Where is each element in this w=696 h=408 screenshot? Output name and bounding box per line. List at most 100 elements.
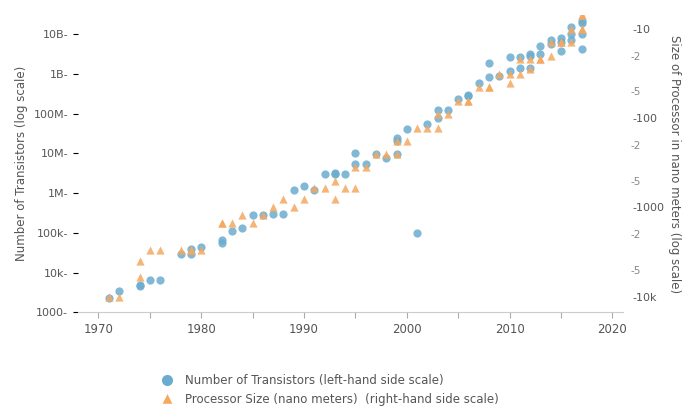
Point: [555, 47, 567, 54]
Point: [350, 160, 361, 167]
Point: [329, 170, 340, 176]
Point: [134, 283, 145, 290]
Point: [535, 51, 546, 58]
Point: [103, 293, 114, 300]
Point: [155, 277, 166, 284]
Point: [535, 43, 546, 49]
Point: [278, 195, 289, 202]
Point: [504, 54, 515, 60]
Point: [484, 74, 495, 80]
Point: [391, 135, 402, 142]
Point: [545, 36, 556, 43]
Legend: Number of Transistors (left-hand side scale), Processor Size (nano meters)  (rig: Number of Transistors (left-hand side sc…: [151, 369, 503, 408]
Point: [443, 111, 454, 118]
Point: [216, 240, 228, 246]
Point: [576, 20, 587, 26]
Point: [525, 66, 536, 72]
Point: [185, 247, 196, 253]
Point: [144, 247, 155, 253]
Point: [370, 151, 381, 157]
Y-axis label: Number of Transistors (log scale): Number of Transistors (log scale): [15, 66, 28, 262]
Point: [216, 220, 228, 226]
Point: [514, 56, 525, 63]
Point: [155, 247, 166, 253]
Point: [525, 56, 536, 63]
Point: [576, 26, 587, 32]
Point: [381, 151, 392, 157]
Point: [401, 125, 412, 132]
Point: [545, 39, 556, 45]
Point: [175, 247, 187, 253]
Point: [258, 212, 269, 218]
Point: [576, 12, 587, 18]
Point: [576, 31, 587, 37]
Point: [103, 295, 114, 302]
Point: [576, 12, 587, 18]
Point: [566, 36, 577, 43]
Point: [360, 164, 371, 170]
Point: [566, 31, 577, 37]
Point: [288, 187, 299, 193]
Point: [309, 187, 320, 193]
Point: [514, 65, 525, 71]
Point: [267, 211, 278, 217]
Point: [329, 170, 340, 177]
Point: [555, 39, 567, 45]
Point: [175, 251, 187, 257]
Point: [340, 170, 351, 177]
Point: [443, 106, 454, 113]
Point: [484, 60, 495, 66]
Y-axis label: Size of Processor in nano meters (log scale): Size of Processor in nano meters (log sc…: [668, 35, 681, 293]
Point: [196, 247, 207, 253]
Point: [514, 54, 525, 60]
Point: [319, 170, 330, 177]
Point: [463, 93, 474, 99]
Point: [185, 251, 196, 257]
Point: [381, 155, 392, 162]
Point: [216, 236, 228, 243]
Point: [525, 51, 536, 58]
Point: [555, 39, 567, 45]
Point: [555, 35, 567, 41]
Point: [196, 244, 207, 250]
Point: [422, 121, 433, 127]
Point: [350, 150, 361, 157]
Point: [493, 72, 505, 79]
Point: [278, 211, 289, 217]
Point: [525, 52, 536, 59]
Point: [370, 151, 381, 157]
Point: [299, 183, 310, 189]
Point: [411, 230, 422, 236]
Point: [226, 220, 237, 226]
Point: [216, 220, 228, 226]
Point: [185, 246, 196, 252]
Point: [340, 184, 351, 191]
Point: [463, 98, 474, 105]
Point: [535, 56, 546, 63]
Point: [350, 184, 361, 191]
Point: [237, 211, 248, 218]
Point: [576, 18, 587, 24]
Point: [247, 220, 258, 226]
Point: [113, 293, 125, 300]
Point: [452, 98, 464, 105]
Point: [267, 204, 278, 211]
Point: [432, 111, 443, 118]
Point: [391, 137, 402, 144]
Point: [226, 228, 237, 235]
Point: [566, 26, 577, 32]
Point: [432, 125, 443, 131]
Point: [329, 177, 340, 184]
Point: [576, 46, 587, 52]
Point: [134, 282, 145, 288]
Point: [391, 151, 402, 157]
Point: [309, 184, 320, 191]
Point: [422, 125, 433, 131]
Point: [484, 84, 495, 91]
Point: [134, 258, 145, 264]
Point: [576, 26, 587, 32]
Point: [463, 92, 474, 98]
Point: [493, 71, 505, 77]
Point: [329, 195, 340, 202]
Point: [258, 211, 269, 218]
